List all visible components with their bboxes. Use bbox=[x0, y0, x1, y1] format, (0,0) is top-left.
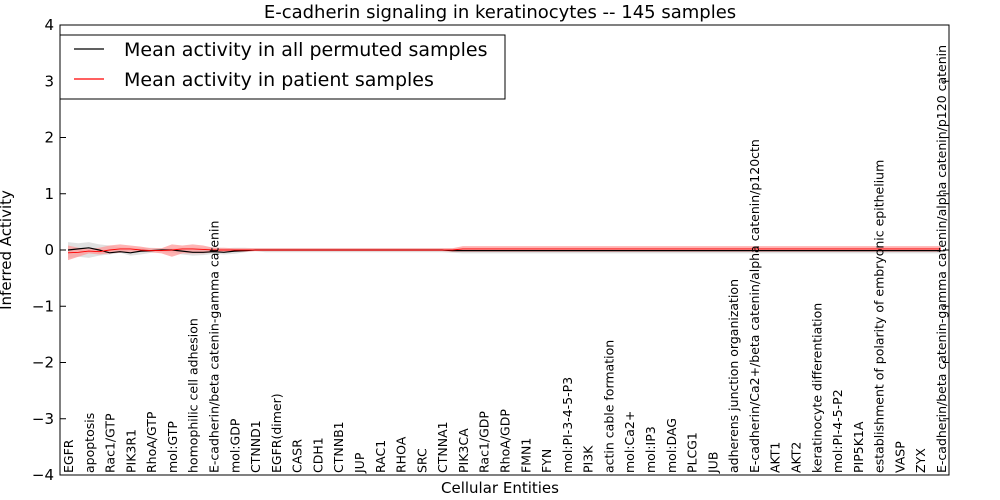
x-axis-label: Cellular Entities bbox=[441, 479, 559, 497]
x-tick-label: E-cadherin/Ca2+/beta catenin/alpha caten… bbox=[747, 139, 762, 473]
x-tick-label: ZYX bbox=[913, 448, 928, 473]
x-tick-labels: EGFR apoptosis Rac1/GTP PIK3R1 RhoA/GTP mol:G… bbox=[61, 45, 949, 474]
y-axis: −4 −3 −2 −1 0 1 2 3 4 bbox=[32, 16, 949, 484]
x-tick-label: CASR bbox=[290, 439, 305, 473]
y-axis-label: Inferred Activity bbox=[0, 190, 15, 310]
x-tick-label: CTNNA1 bbox=[435, 421, 450, 473]
x-tick-label: RhoA/GTP bbox=[144, 411, 159, 473]
x-tick-label: mol:DAG bbox=[664, 418, 679, 473]
y-tick-label: −3 bbox=[32, 410, 54, 428]
x-tick-label: AKT1 bbox=[768, 442, 783, 473]
series-line-0 bbox=[67, 247, 941, 254]
x-tick-label: FYN bbox=[539, 449, 554, 473]
x-tick-label: CDH1 bbox=[310, 437, 325, 473]
x-tick-label: SRC bbox=[414, 448, 429, 473]
x-tick-label: actin cable formation bbox=[601, 340, 616, 473]
x-tick-label: CTNND1 bbox=[248, 420, 263, 473]
y-tick-label: −2 bbox=[32, 354, 54, 372]
y-tick-label: 3 bbox=[44, 72, 54, 90]
x-tick-label: JUB bbox=[705, 452, 720, 474]
x-tick-label: homophilic cell adhesion bbox=[186, 318, 201, 473]
legend-box bbox=[59, 34, 506, 100]
x-tick-label: AKT2 bbox=[789, 442, 804, 473]
x-tick-label: apoptosis bbox=[82, 413, 97, 473]
x-tick-label: PLCG1 bbox=[685, 432, 700, 473]
x-tick-label: RAC1 bbox=[373, 440, 388, 473]
series-line-1 bbox=[67, 248, 941, 254]
x-tick-label: RhoA/GDP bbox=[498, 409, 513, 473]
legend: Mean activity in all permuted samples Me… bbox=[59, 34, 506, 100]
x-tick-label: EGFR bbox=[61, 439, 76, 473]
x-tick-label: mol:PI-3-4-5-P3 bbox=[560, 377, 575, 473]
x-tick-label: mol:GTP bbox=[165, 421, 180, 473]
y-tick-label: 2 bbox=[44, 129, 54, 147]
x-tick-label: VASP bbox=[892, 441, 907, 473]
x-tick-label: PIK3R1 bbox=[123, 429, 138, 473]
x-tick-label: mol:PI-4-5-P2 bbox=[830, 389, 845, 473]
chart-title: E-cadherin signaling in keratinocytes --… bbox=[264, 2, 736, 23]
y-tick-label: −4 bbox=[32, 466, 54, 484]
x-tick-label: FMN1 bbox=[518, 438, 533, 473]
x-tick-label: RHOA bbox=[394, 436, 409, 473]
x-tick-label: mol:IP3 bbox=[643, 426, 658, 473]
x-tick-label: EGFR(dimer) bbox=[269, 393, 284, 473]
x-tick-label: E-cadherin/beta catenin-gamma catenin/al… bbox=[934, 45, 949, 473]
legend-label-permuted: Mean activity in all permuted samples bbox=[124, 39, 487, 61]
y-tick-label: 1 bbox=[44, 185, 54, 203]
x-tick-label: mol:GDP bbox=[227, 418, 242, 473]
legend-label-patient: Mean activity in patient samples bbox=[124, 69, 434, 91]
x-tick-label: establishment of polarity of embryonic e… bbox=[872, 160, 887, 473]
x-tick-label: PI3K bbox=[581, 445, 596, 473]
x-tick-label: adherens junction organization bbox=[726, 279, 741, 473]
band-1 bbox=[68, 244, 941, 261]
y-tick-label: 0 bbox=[44, 241, 54, 259]
x-tick-label: PIK3CA bbox=[456, 428, 471, 473]
x-tick-label: Rac1/GDP bbox=[477, 411, 492, 473]
x-tick-label: JUP bbox=[352, 452, 367, 474]
x-tick-label: keratinocyte differentiation bbox=[809, 303, 824, 473]
x-tick-label: E-cadherin/beta catenin-gamma catenin bbox=[207, 221, 222, 473]
x-tick-label: PIP5K1A bbox=[851, 421, 866, 473]
x-tick-label: CTNNB1 bbox=[331, 421, 346, 473]
y-tick-label: −1 bbox=[32, 297, 54, 315]
y-tick-label: 4 bbox=[44, 16, 54, 34]
x-tick-label: mol:Ca2+ bbox=[622, 411, 637, 473]
x-tick-label: Rac1/GTP bbox=[103, 413, 118, 473]
